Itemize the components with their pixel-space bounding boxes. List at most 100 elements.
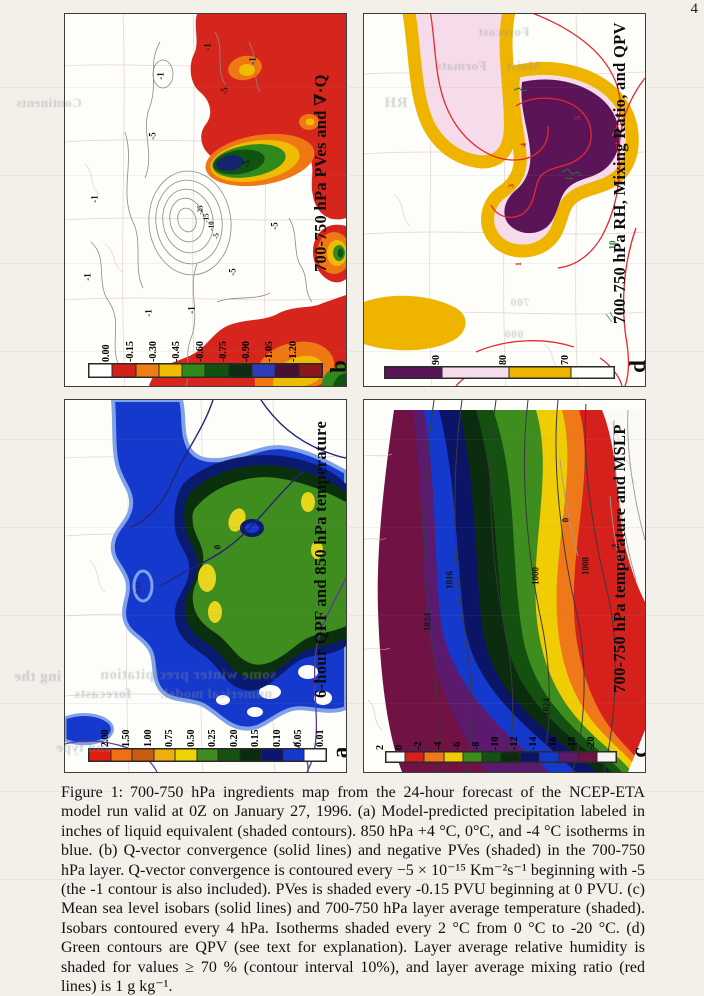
colorbar-tick-label: -10 [490, 736, 501, 750]
page-number: 4 [690, 1, 699, 17]
colorbar-cell [304, 749, 327, 761]
colorbar-tick-label: -16 [547, 736, 559, 750]
colorbar-tick-label: 0.15 [250, 729, 262, 748]
panel-a-title: 6-hour QPF and 850 hPa temperature [311, 420, 330, 698]
colorbar-tick-label: 0.00 [101, 344, 113, 363]
colorbar-cell [386, 752, 406, 762]
colorbar-tick-label: 0.25 [207, 729, 219, 748]
colorbar-tick-label: 0.50 [185, 729, 197, 748]
colorbar-cell [275, 364, 299, 377]
colorbar-tick-label: 0.05 [293, 729, 305, 748]
panel-b-map [65, 14, 346, 386]
colorbar-cell [481, 752, 502, 762]
colorbar-cell [501, 752, 521, 762]
colorbar-tick-label: -12 [509, 736, 521, 750]
colorbar-cell [462, 752, 482, 762]
panel-a: 0 0.01 2.00 1.50 1.00 0.75 0.50 0.25 0.20 0.15 0.… [64, 399, 347, 773]
colorbar-tick-label: -8 [470, 741, 482, 750]
panel-a-map [65, 400, 346, 772]
colorbar-cell [261, 749, 283, 761]
colorbar-cell [205, 364, 229, 377]
colorbar-tick-label: 70 [560, 355, 572, 365]
ghost-showthrough-text: ing the [14, 669, 62, 685]
colorbar-tick-label: -0.75 [217, 341, 229, 362]
colorbar-cell [112, 364, 136, 377]
colorbar-cell [596, 752, 617, 762]
colorbar-tick-label: -0.60 [194, 341, 206, 362]
thin-temperature-contours [559, 409, 645, 581]
panel-c-letter: c [626, 747, 645, 757]
colorbar-cell [298, 364, 322, 377]
colorbar-cell [182, 364, 206, 377]
colorbar-cell [158, 364, 183, 377]
colorbar-tick-label: -1.05 [264, 341, 276, 362]
colorbar-tick-label: -2 [413, 741, 425, 750]
colorbar-cell [443, 752, 463, 762]
colorbar-cell [539, 752, 559, 762]
colorbar-cell [252, 364, 276, 377]
colorbar-cell [405, 752, 425, 762]
colorbar-tick-label: -0.30 [147, 341, 159, 362]
colorbar-tick-label: -6 [451, 741, 463, 750]
colorbar-tick-label: -1.20 [287, 341, 299, 362]
colorbar-tick-label: -14 [528, 736, 540, 750]
colorbar-tick-label: -4 [432, 741, 444, 750]
colorbar-cell [153, 749, 176, 761]
panel-b-title: 700-750 hPa PVes and ∇·Q [311, 74, 330, 272]
panel-d-letter: d [625, 360, 645, 373]
panel-d-colorbar: 90 80 70 [384, 355, 615, 379]
colorbar-tick-label: -0.15 [124, 341, 136, 362]
colorbar-cell [509, 367, 572, 378]
colorbar-cell [132, 749, 154, 761]
colorbar-tick-label: -18 [566, 736, 578, 750]
colorbar-tick-label: -20 [585, 736, 597, 750]
panel-a-colorbar: 2.00 1.50 1.00 0.75 0.50 0.25 0.20 0.15 0.10 0.05… [88, 730, 327, 762]
figure-caption-label: Figure 1: [61, 784, 124, 801]
colorbar-cell [89, 364, 113, 377]
panel-c-colorbar: 2 0 -2 -4 -6 -8 -10 -12 -14 -16 -18 -20 [375, 737, 617, 763]
colorbar-tick-label: 0.10 [271, 729, 283, 748]
colorbar-cell [577, 752, 597, 762]
colorbar-tick-label: 90 [430, 355, 442, 365]
colorbar-cell [282, 749, 305, 761]
colorbar-tick-label: 2 [375, 745, 386, 750]
figure-caption-text: 700-750 hPa ingredients map from the 24-… [61, 784, 646, 996]
colorbar-cell [175, 749, 197, 761]
colorbar-cell [571, 367, 614, 378]
panel-b: -1 -1 -1 -5 -5 -5 -1 -25 -15 -10 -5 -5 -1 -5 -1 -1 0.00… [64, 13, 347, 387]
colorbar-cell [110, 749, 133, 761]
colorbar-tick-label: 0.75 [164, 729, 176, 748]
panel-c-map [364, 400, 645, 772]
colorbar-tick-label: 0.20 [228, 729, 240, 748]
panel-d-title: 700-750 hPa RH, Mixing Ratio, and QPV [610, 22, 629, 324]
colorbar-cell [89, 749, 111, 761]
colorbar-tick-label: -0.45 [171, 341, 183, 362]
colorbar-tick-label: 2.00 [99, 729, 111, 748]
panel-b-letter: b [326, 360, 346, 373]
colorbar-cell [385, 367, 442, 378]
panel-c-title: 700-750 hPa temperature and MSLP [610, 424, 629, 694]
colorbar-cell [424, 752, 444, 762]
panel-a-letter: a [327, 747, 346, 759]
panel-d: 5 4 3 1 10 90 80 70 700-750 hPa RH, Mixing Rat… [363, 13, 646, 387]
colorbar-tick-label: 80 [498, 355, 510, 365]
figure-caption: Figure 1: 700-750 hPa ingredients map fro… [61, 783, 645, 996]
panel-c: 1024 1016 1000 1008 1024 0 2 2 0 -2 -4 -6 -8 -10 -12-… [363, 399, 646, 773]
isobar-contours [424, 400, 616, 772]
colorbar-cell [520, 752, 540, 762]
colorbar-cell [135, 364, 159, 377]
panel-b-colorbar: 0.00 -0.15 -0.30 -0.45 -0.60 -0.75 -0.90 -1.05-… [88, 341, 323, 378]
colorbar-cell [558, 752, 578, 762]
colorbar-tick-label: 0 [394, 745, 406, 750]
qpv-contours [513, 87, 616, 323]
colorbar-cell [239, 749, 262, 761]
panel-d-map [364, 14, 645, 386]
colorbar-tick-label: 0.01 [315, 729, 326, 748]
colorbar-cell [228, 364, 253, 377]
mixing-ratio-contours [429, 14, 645, 386]
colorbar-cell [218, 749, 240, 761]
colorbar-cell [441, 367, 510, 378]
q-vector-contours [90, 31, 313, 386]
colorbar-cell [196, 749, 219, 761]
